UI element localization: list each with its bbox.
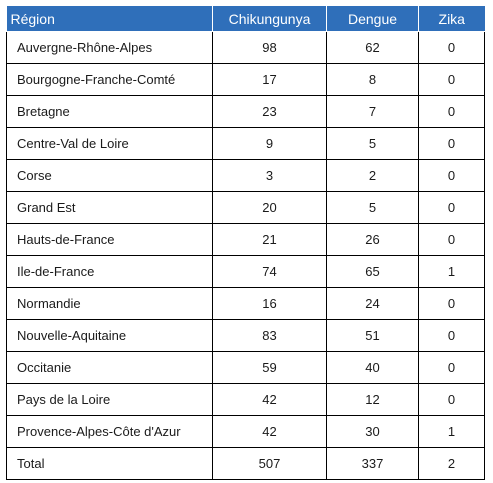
zika-cell: 0: [418, 191, 485, 224]
dengue-cell: 8: [326, 63, 419, 96]
zika-cell: 1: [418, 255, 485, 288]
header-row: Région Chikungunya Dengue Zika: [6, 6, 485, 32]
dengue-cell: 2: [326, 159, 419, 192]
chikungunya-cell: 23: [212, 95, 327, 128]
region-cell: Nouvelle-Aquitaine: [6, 319, 213, 352]
region-cell: Corse: [6, 159, 213, 192]
table-body: Auvergne-Rhône-Alpes 98 62 0 Bourgogne-Franc…: [6, 31, 485, 480]
table-row: Bourgogne-Franche-Comté 17 8 0: [6, 63, 485, 96]
region-cell: Provence-Alpes-Côte d'Azur: [6, 415, 213, 448]
dengue-cell: 30: [326, 415, 419, 448]
chikungunya-cell: 3: [212, 159, 327, 192]
zika-cell: 0: [418, 223, 485, 256]
chikungunya-cell: 59: [212, 351, 327, 384]
zika-cell: 0: [418, 63, 485, 96]
region-cell: Centre-Val de Loire: [6, 127, 213, 160]
zika-cell: 2: [418, 447, 485, 480]
table-row: Pays de la Loire 42 12 0: [6, 383, 485, 416]
chikungunya-cell: 16: [212, 287, 327, 320]
table-row: Normandie 16 24 0: [6, 287, 485, 320]
region-cell: Grand Est: [6, 191, 213, 224]
dengue-cell: 12: [326, 383, 419, 416]
region-cell: Bourgogne-Franche-Comté: [6, 63, 213, 96]
dengue-cell: 24: [326, 287, 419, 320]
chikungunya-cell: 20: [212, 191, 327, 224]
total-row: Total 507 337 2: [6, 447, 485, 480]
zika-cell: 0: [418, 31, 485, 64]
zika-cell: 0: [418, 383, 485, 416]
zika-cell: 0: [418, 319, 485, 352]
chikungunya-cell: 17: [212, 63, 327, 96]
zika-cell: 0: [418, 95, 485, 128]
zika-cell: 1: [418, 415, 485, 448]
dengue-cell: 51: [326, 319, 419, 352]
zika-cell: 0: [418, 287, 485, 320]
region-cell: Hauts-de-France: [6, 223, 213, 256]
region-cell: Ile-de-France: [6, 255, 213, 288]
table-row: Centre-Val de Loire 9 5 0: [6, 127, 485, 160]
zika-cell: 0: [418, 351, 485, 384]
zika-cell: 0: [418, 159, 485, 192]
column-header-region: Région: [6, 6, 213, 32]
region-cell: Total: [6, 447, 213, 480]
chikungunya-cell: 83: [212, 319, 327, 352]
table-row: Occitanie 59 40 0: [6, 351, 485, 384]
table-row: Nouvelle-Aquitaine 83 51 0: [6, 319, 485, 352]
table-row: Provence-Alpes-Côte d'Azur 42 30 1: [6, 415, 485, 448]
table-row: Bretagne 23 7 0: [6, 95, 485, 128]
dengue-cell: 65: [326, 255, 419, 288]
chikungunya-cell: 9: [212, 127, 327, 160]
chikungunya-cell: 74: [212, 255, 327, 288]
table-row: Auvergne-Rhône-Alpes 98 62 0: [6, 31, 485, 64]
region-cell: Occitanie: [6, 351, 213, 384]
chikungunya-cell: 42: [212, 415, 327, 448]
dengue-cell: 62: [326, 31, 419, 64]
region-cell: Normandie: [6, 287, 213, 320]
zika-cell: 0: [418, 127, 485, 160]
region-cell: Pays de la Loire: [6, 383, 213, 416]
dengue-cell: 40: [326, 351, 419, 384]
dengue-cell: 7: [326, 95, 419, 128]
chikungunya-cell: 507: [212, 447, 327, 480]
table-row: Ile-de-France 74 65 1: [6, 255, 485, 288]
region-cell: Bretagne: [6, 95, 213, 128]
table-row: Hauts-de-France 21 26 0: [6, 223, 485, 256]
chikungunya-cell: 21: [212, 223, 327, 256]
chikungunya-cell: 98: [212, 31, 327, 64]
region-cell: Auvergne-Rhône-Alpes: [6, 31, 213, 64]
dengue-cell: 5: [326, 127, 419, 160]
chikungunya-cell: 42: [212, 383, 327, 416]
column-header-dengue: Dengue: [326, 6, 419, 32]
table-row: Corse 3 2 0: [6, 159, 485, 192]
table-header: Région Chikungunya Dengue Zika: [6, 6, 485, 32]
disease-cases-table: Région Chikungunya Dengue Zika Auvergne-…: [6, 6, 485, 480]
column-header-chikungunya: Chikungunya: [212, 6, 327, 32]
dengue-cell: 337: [326, 447, 419, 480]
dengue-cell: 5: [326, 191, 419, 224]
disease-cases-table-container: Région Chikungunya Dengue Zika Auvergne-…: [6, 6, 485, 480]
table-row: Grand Est 20 5 0: [6, 191, 485, 224]
dengue-cell: 26: [326, 223, 419, 256]
column-header-zika: Zika: [418, 6, 485, 32]
